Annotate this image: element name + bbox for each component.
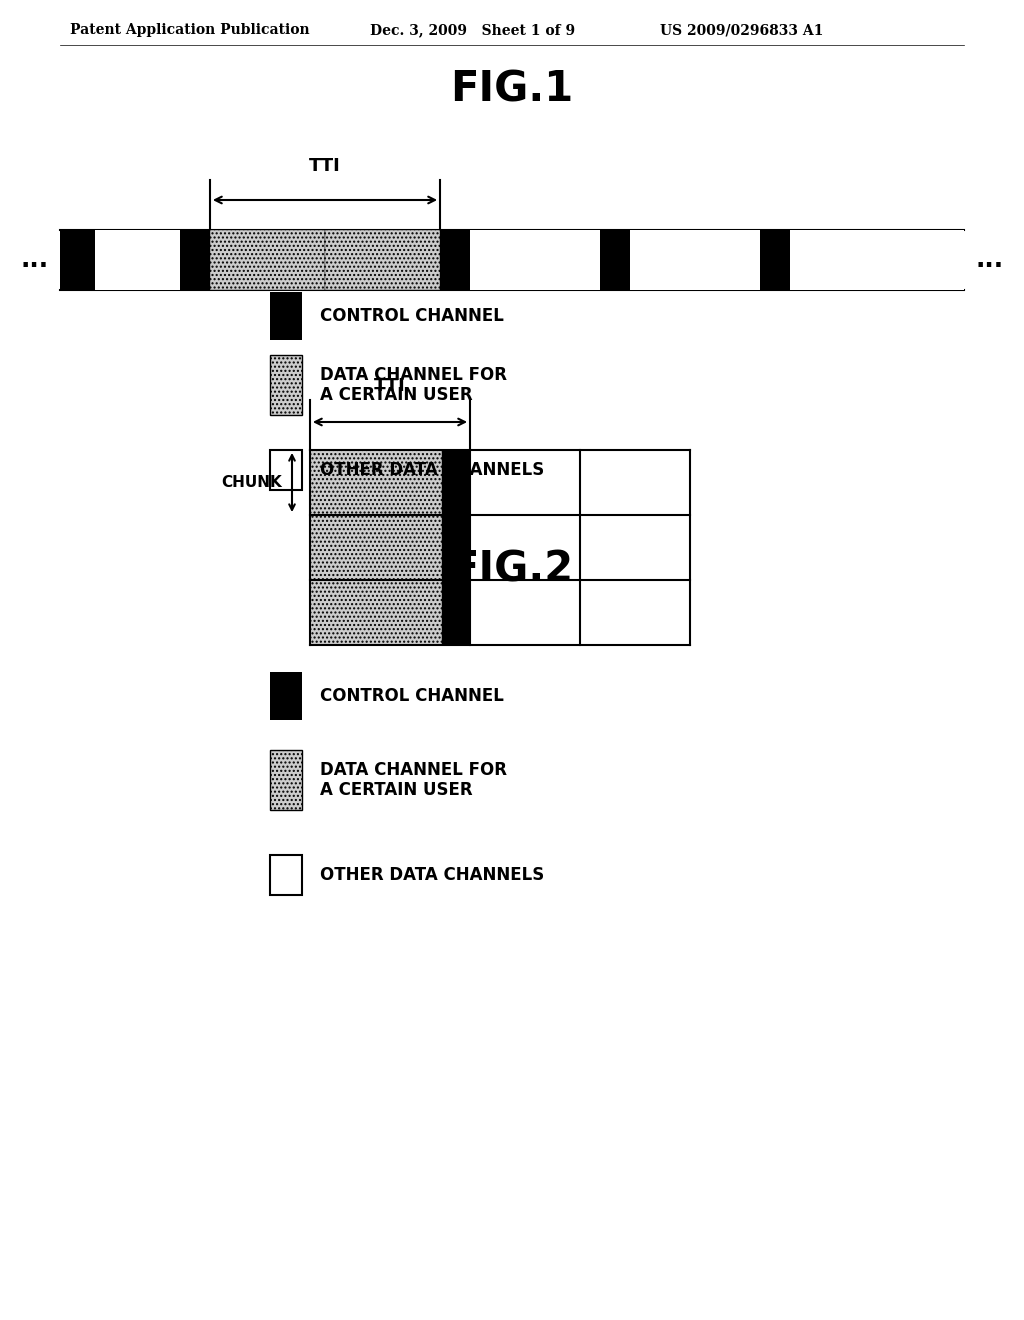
- Bar: [760, 230, 790, 290]
- Bar: [442, 579, 470, 645]
- Bar: [440, 230, 470, 290]
- Bar: [630, 230, 760, 290]
- Bar: [270, 355, 302, 414]
- Bar: [470, 230, 600, 290]
- Text: ...: ...: [20, 248, 49, 272]
- Text: Dec. 3, 2009   Sheet 1 of 9: Dec. 3, 2009 Sheet 1 of 9: [370, 22, 575, 37]
- Text: Patent Application Publication: Patent Application Publication: [70, 22, 309, 37]
- Bar: [270, 292, 302, 341]
- Text: TTI: TTI: [374, 378, 406, 395]
- Bar: [470, 579, 580, 645]
- Bar: [180, 230, 210, 290]
- Bar: [580, 579, 690, 645]
- Text: TTI: TTI: [309, 157, 341, 176]
- Text: ...: ...: [976, 248, 1005, 272]
- Bar: [790, 230, 964, 290]
- Bar: [310, 515, 442, 579]
- Bar: [270, 750, 302, 810]
- Bar: [270, 855, 302, 895]
- Bar: [310, 450, 442, 515]
- Text: OTHER DATA CHANNELS: OTHER DATA CHANNELS: [319, 461, 544, 479]
- Bar: [95, 230, 180, 290]
- Bar: [325, 230, 440, 290]
- Text: FIG.1: FIG.1: [451, 69, 573, 111]
- Bar: [60, 230, 95, 290]
- Text: CHUNK: CHUNK: [221, 475, 282, 490]
- Bar: [310, 450, 690, 645]
- Text: CONTROL CHANNEL: CONTROL CHANNEL: [319, 308, 504, 325]
- Text: OTHER DATA CHANNELS: OTHER DATA CHANNELS: [319, 866, 544, 884]
- Text: DATA CHANNEL FOR
A CERTAIN USER: DATA CHANNEL FOR A CERTAIN USER: [319, 366, 507, 404]
- Text: CONTROL CHANNEL: CONTROL CHANNEL: [319, 686, 504, 705]
- Text: FIG.2: FIG.2: [451, 549, 573, 591]
- Bar: [580, 515, 690, 579]
- Bar: [600, 230, 630, 290]
- Bar: [270, 672, 302, 719]
- Bar: [470, 450, 580, 515]
- Bar: [442, 515, 470, 579]
- Text: DATA CHANNEL FOR
A CERTAIN USER: DATA CHANNEL FOR A CERTAIN USER: [319, 760, 507, 800]
- Bar: [470, 515, 580, 579]
- Text: US 2009/0296833 A1: US 2009/0296833 A1: [660, 22, 823, 37]
- Bar: [310, 579, 442, 645]
- Bar: [442, 450, 470, 515]
- Bar: [270, 450, 302, 490]
- Bar: [580, 450, 690, 515]
- Bar: [210, 230, 325, 290]
